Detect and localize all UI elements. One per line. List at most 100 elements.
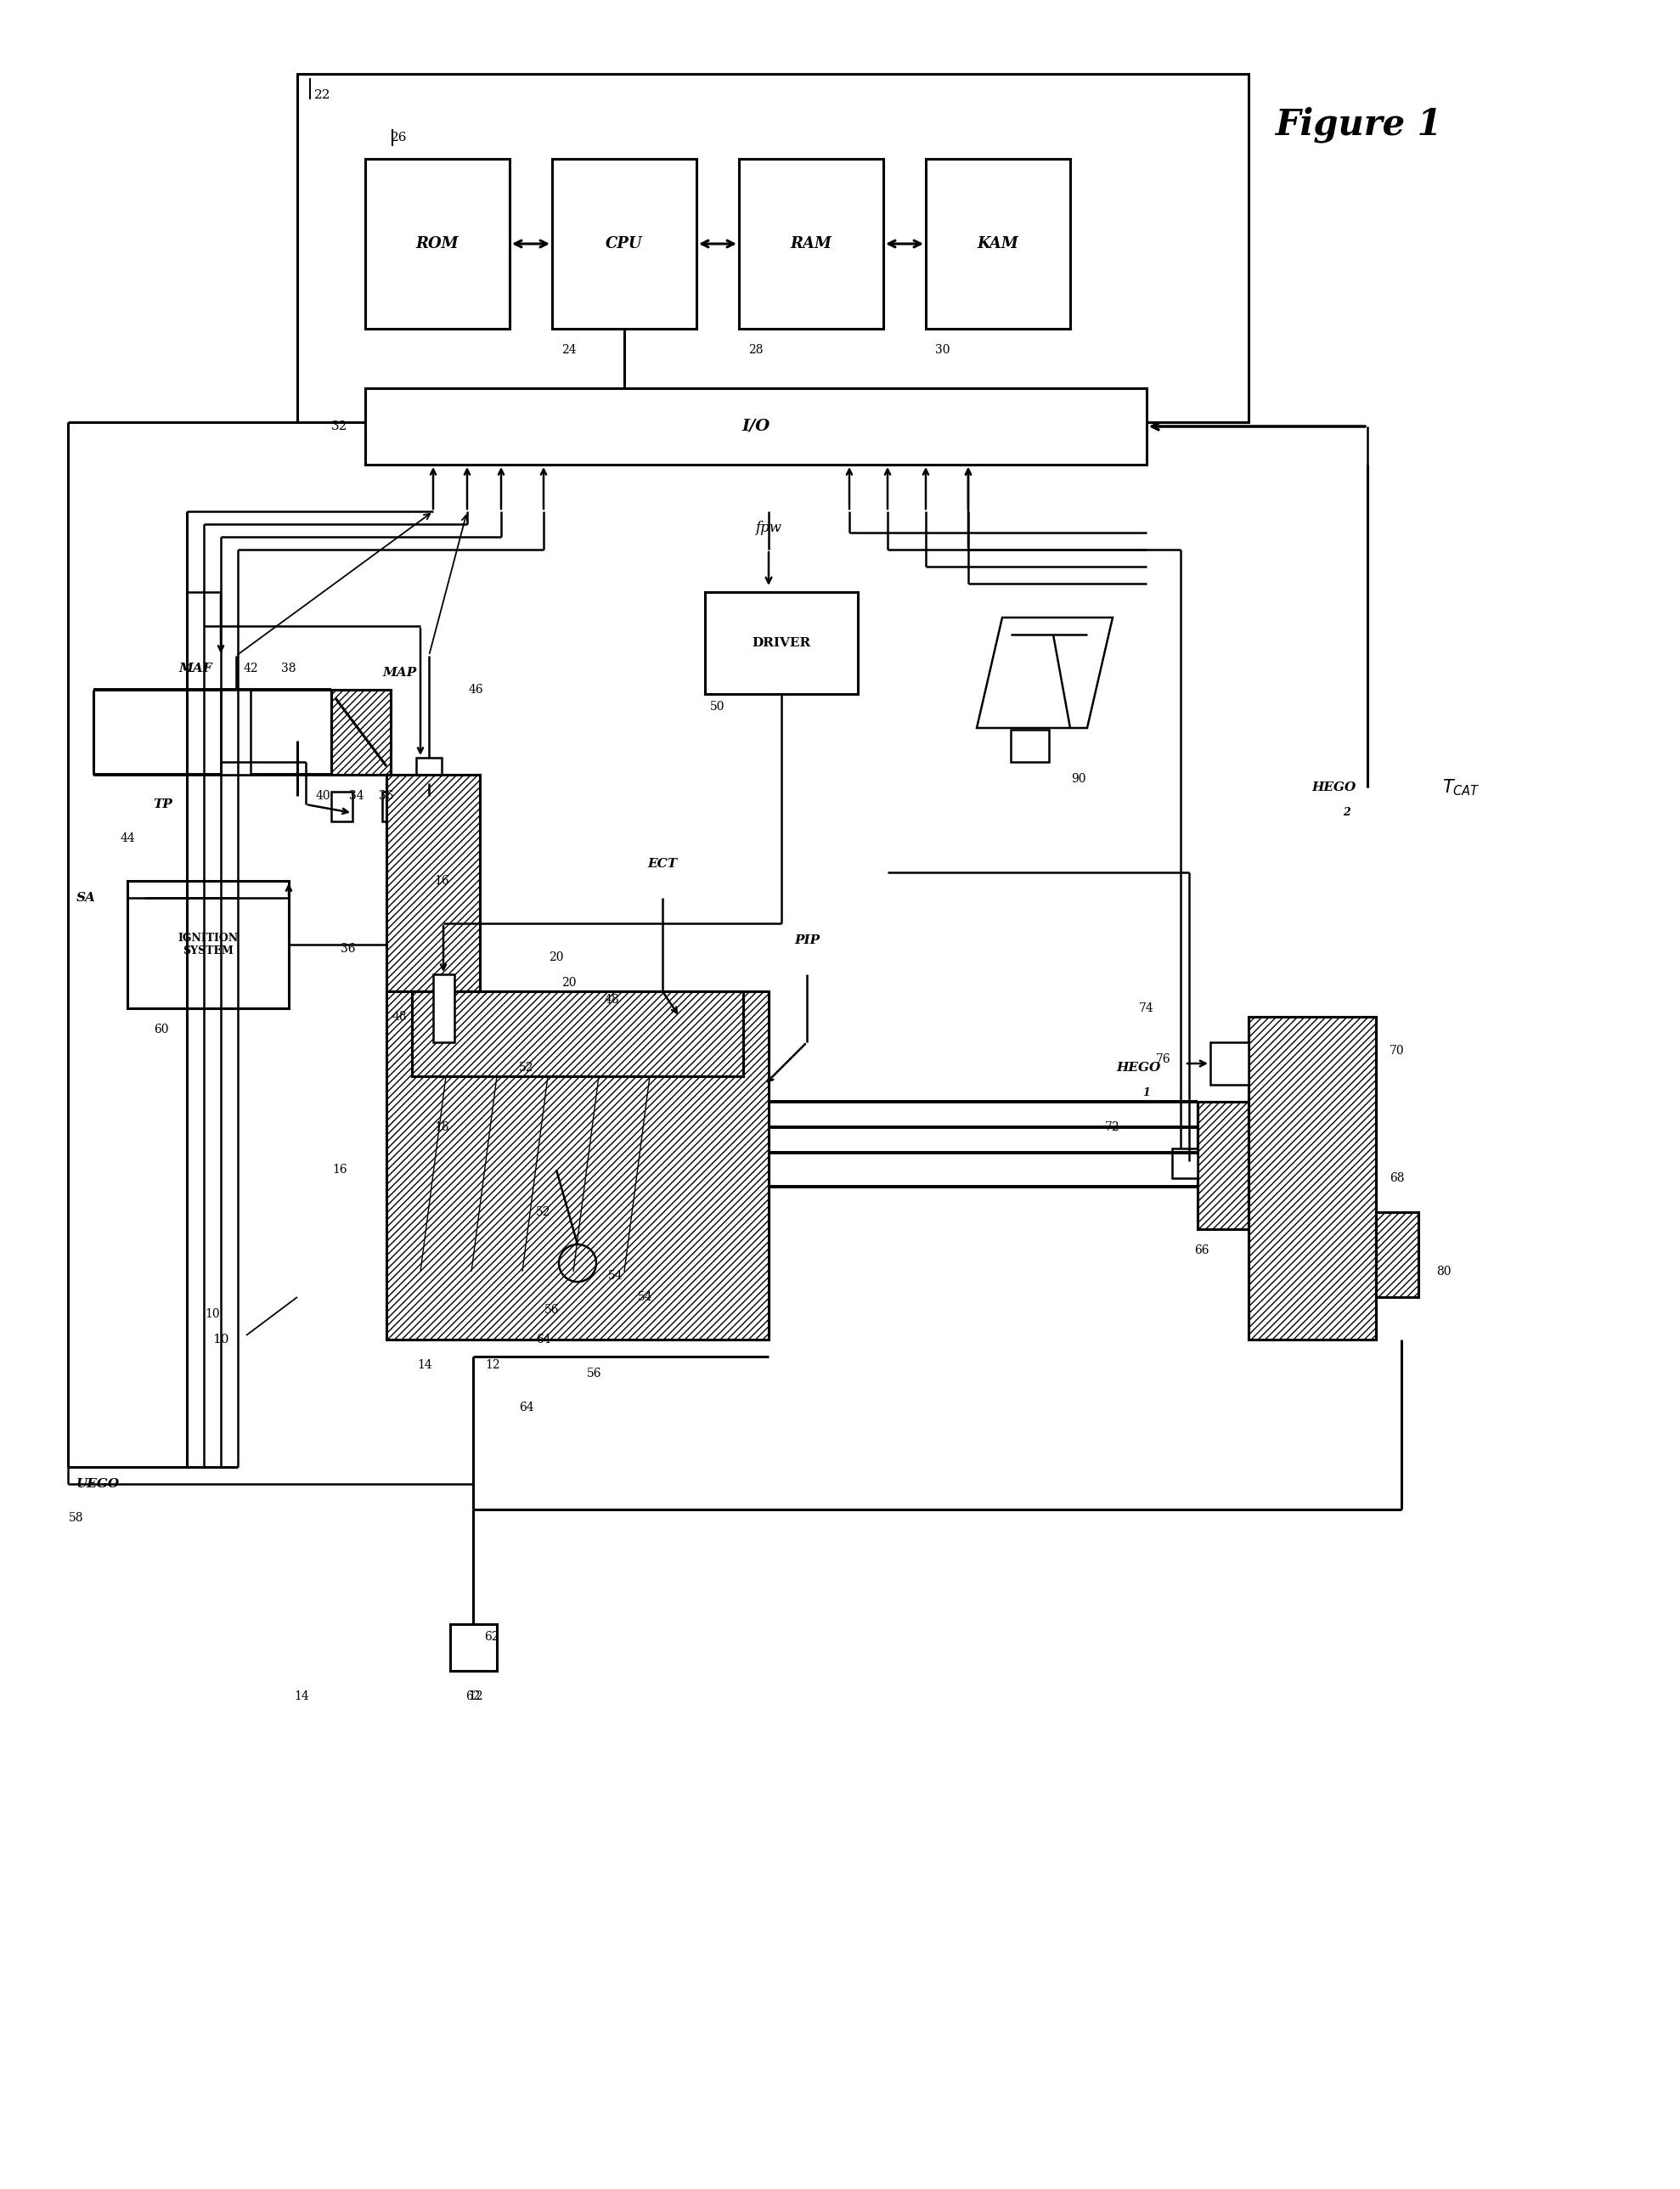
Bar [331, 690, 391, 775]
Bar [1173, 1149, 1198, 1178]
Text: MAP: MAP [383, 668, 417, 679]
Text: 62: 62 [484, 1631, 499, 1642]
Text: 28: 28 [749, 344, 763, 357]
Text: HEGO: HEGO [1116, 1062, 1161, 1073]
Bar [1376, 1213, 1418, 1298]
Text: 52: 52 [536, 1206, 551, 1217]
Text: 26: 26 [391, 131, 408, 144]
Text: 16: 16 [433, 876, 449, 887]
Text: 66: 66 [1194, 1243, 1210, 1256]
Text: 12: 12 [469, 1690, 484, 1703]
Text: fpw: fpw [756, 521, 781, 536]
Text: 68: 68 [1389, 1173, 1404, 1184]
Text: 56: 56 [544, 1305, 559, 1316]
Bar [220, 690, 250, 775]
Text: 12: 12 [486, 1359, 501, 1370]
Text: 52: 52 [519, 1062, 534, 1073]
Text: 42: 42 [244, 663, 259, 674]
Text: Figure 1: Figure 1 [1275, 107, 1443, 142]
Text: TP: TP [153, 799, 173, 810]
Bar [706, 591, 858, 694]
Text: 44: 44 [119, 832, 134, 845]
Text: 76: 76 [1156, 1053, 1171, 1066]
Text: PIP: PIP [795, 935, 820, 946]
Bar [128, 880, 289, 1009]
Text: 24: 24 [561, 344, 576, 357]
Polygon shape [976, 617, 1112, 729]
Text: 20: 20 [561, 976, 576, 989]
Bar [1376, 1213, 1418, 1298]
Text: CPU: CPU [606, 236, 643, 252]
Text: 58: 58 [69, 1513, 84, 1524]
Text: RAM: RAM [790, 236, 832, 252]
Bar [365, 387, 1147, 464]
Text: 38: 38 [281, 663, 296, 674]
Bar [433, 974, 454, 1042]
Text: 80: 80 [1436, 1265, 1452, 1278]
Bar [417, 757, 442, 784]
Text: 14: 14 [294, 1690, 309, 1703]
Bar [1210, 1042, 1248, 1086]
Text: 54: 54 [608, 1270, 623, 1283]
Bar [1248, 1016, 1376, 1340]
Bar [926, 160, 1070, 328]
Bar [383, 792, 403, 821]
Text: KAM: KAM [978, 236, 1018, 252]
Text: 48: 48 [391, 1011, 407, 1022]
Text: 48: 48 [605, 994, 618, 1005]
Text: 36: 36 [341, 943, 356, 954]
Text: 16: 16 [333, 1165, 348, 1175]
Bar [1011, 729, 1048, 762]
Text: 46: 46 [469, 683, 484, 696]
Bar [412, 992, 743, 1077]
Bar [386, 775, 480, 992]
Text: ROM: ROM [417, 236, 459, 252]
Text: DRIVER: DRIVER [753, 637, 811, 648]
Text: 64: 64 [519, 1401, 534, 1414]
Text: MAF: MAF [178, 663, 212, 674]
Text: 20: 20 [549, 952, 564, 963]
Text: 72: 72 [1105, 1121, 1121, 1134]
Text: 30: 30 [936, 344, 951, 357]
Text: I/O: I/O [743, 418, 769, 433]
Text: UEGO: UEGO [77, 1478, 119, 1491]
Text: 90: 90 [1072, 773, 1085, 786]
Bar [386, 992, 769, 1340]
Bar [1248, 1016, 1376, 1340]
Text: 10: 10 [212, 1333, 228, 1346]
Bar [553, 160, 697, 328]
Text: 14: 14 [417, 1359, 432, 1370]
Text: 36: 36 [380, 790, 393, 801]
Text: 22: 22 [314, 90, 331, 101]
Text: 1: 1 [1142, 1088, 1151, 1099]
Bar [331, 792, 353, 821]
Text: 34: 34 [349, 790, 365, 801]
Bar [386, 992, 769, 1340]
Text: 40: 40 [316, 790, 331, 801]
Text: 54: 54 [638, 1292, 654, 1302]
Text: ECT: ECT [647, 858, 677, 869]
Text: 70: 70 [1389, 1044, 1404, 1057]
Bar [1198, 1101, 1248, 1230]
Text: 56: 56 [586, 1368, 601, 1379]
Bar [297, 74, 1248, 422]
Text: $T_{CAT}$: $T_{CAT}$ [1441, 777, 1480, 797]
Bar [739, 160, 884, 328]
Bar [1198, 1101, 1248, 1230]
Bar [365, 160, 509, 328]
Text: 2: 2 [1342, 808, 1351, 819]
Text: SA: SA [77, 891, 96, 904]
Text: 10: 10 [205, 1309, 220, 1320]
Bar [331, 690, 391, 775]
Bar [412, 992, 743, 1077]
Bar [386, 775, 480, 992]
Bar [450, 1624, 497, 1670]
Text: 60: 60 [155, 1024, 168, 1035]
Text: 50: 50 [711, 700, 726, 714]
Text: 18: 18 [433, 1121, 449, 1134]
Text: 64: 64 [536, 1333, 551, 1346]
Text: HEGO: HEGO [1312, 781, 1356, 792]
Text: 62: 62 [465, 1690, 480, 1703]
Text: 74: 74 [1139, 1003, 1154, 1014]
Text: 32: 32 [331, 420, 348, 433]
